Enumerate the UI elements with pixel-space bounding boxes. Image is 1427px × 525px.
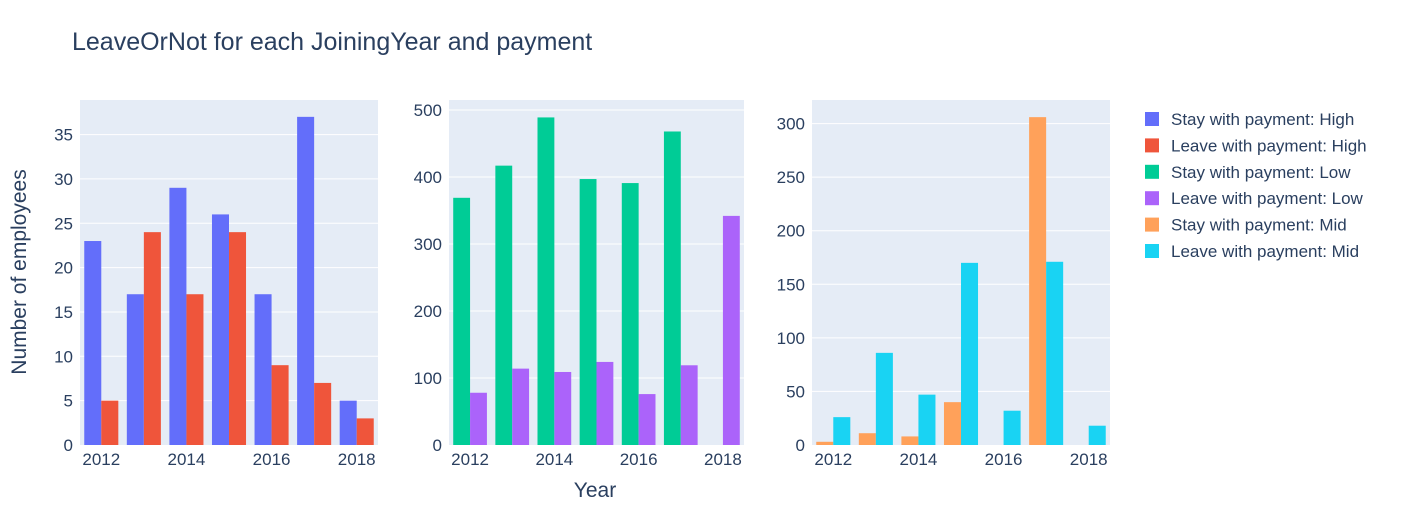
y-tick-label: 0 [433,436,442,455]
bar [297,116,315,446]
x-tick-label: 2014 [900,450,938,469]
bar [1029,117,1047,446]
bar [663,131,681,445]
x-tick-label: 2018 [1070,450,1108,469]
bar [918,394,936,445]
chart-title: LeaveOrNot for each JoiningYear and paym… [72,28,592,56]
bar [143,232,161,445]
y-tick-label: 50 [786,382,805,401]
legend-label: Leave with payment: High [1171,136,1367,155]
legend-item[interactable]: Leave with payment: High [1145,136,1367,155]
legend-item[interactable]: Leave with payment: Mid [1145,242,1359,261]
x-tick-label: 2014 [535,450,573,469]
y-tick-label: 200 [777,222,805,241]
subplots: 0 5 10 15 20 25 30 35 2012 2014 2016 2018 0 100 200 300… [54,100,1110,469]
bar [722,215,740,445]
bar [271,365,289,445]
bar [1003,410,1021,445]
x-tick-label: 2016 [985,450,1023,469]
y-tick-label: 30 [54,170,73,189]
y-tick-label: 100 [414,369,442,388]
bar [101,400,119,445]
y-tick-label: 300 [414,235,442,254]
legend-item[interactable]: Stay with payment: Low [1145,163,1351,182]
bar [901,436,919,445]
bar [84,241,102,445]
legend-swatch [1145,138,1159,153]
legend: Stay with payment: High Leave with paymen… [1145,110,1367,261]
legend-swatch [1145,164,1159,179]
y-axis-title: Number of employees [8,169,31,374]
subplot-2: 0 100 200 300 400 500 2012 2014 2016 2018 [414,100,744,469]
bar [943,402,961,445]
subplot-1: 0 5 10 15 20 25 30 35 2012 2014 2016 2018 [54,100,378,469]
bar [186,294,204,445]
y-tick-label: 100 [777,329,805,348]
y-tick-label: 35 [54,126,73,145]
bar [554,371,572,445]
y-tick-label: 10 [54,347,73,366]
x-tick-label: 2012 [451,450,489,469]
y-tick-label: 200 [414,302,442,321]
legend-swatch [1145,191,1159,206]
bar [211,214,229,445]
legend-label: Stay with payment: High [1171,110,1354,129]
y-tick-label: 150 [777,275,805,294]
x-tick-label: 2016 [620,450,658,469]
legend-label: Leave with payment: Low [1171,189,1364,208]
bar [1046,261,1064,445]
bar [579,179,597,446]
x-axis-title: Year [574,479,616,502]
bar [229,232,247,445]
y-tick-label: 25 [54,214,73,233]
y-tick-label: 5 [64,392,73,411]
y-tick-label: 15 [54,303,73,322]
legend-swatch [1145,112,1159,126]
y-tick-label: 0 [796,436,805,455]
subplot-3: 0 50 100 150 200 250 300 2012 2014 2016 2018 [777,100,1110,469]
bar [169,187,187,445]
x-tick-label: 2014 [168,450,206,469]
x-tick-label: 2016 [253,450,291,469]
bar [356,418,374,445]
y-tick-label: 250 [777,168,805,187]
bar [254,294,272,445]
bar [596,361,614,445]
legend-swatch [1145,217,1159,232]
legend-label: Stay with payment: Mid [1171,216,1347,235]
bar [833,417,851,445]
bar [314,382,332,445]
bar [470,392,487,445]
legend-item[interactable]: Stay with payment: High [1145,110,1354,129]
bar [816,441,834,445]
y-tick-label: 0 [64,436,73,455]
bar [495,165,513,445]
bar [512,368,530,445]
bar [680,365,698,445]
legend-swatch [1145,244,1159,258]
x-tick-label: 2012 [82,450,120,469]
legend-label: Stay with payment: Low [1171,163,1351,182]
y-tick-label: 300 [777,115,805,134]
bar [961,262,979,445]
bar [858,433,876,445]
legend-label: Leave with payment: Mid [1171,242,1359,261]
bar [638,394,656,445]
y-tick-label: 400 [414,168,442,187]
legend-item[interactable]: Leave with payment: Low [1145,189,1364,208]
y-tick-label: 20 [54,259,73,278]
x-tick-label: 2018 [704,450,742,469]
bar [1088,425,1106,445]
y-tick-label: 500 [414,101,442,120]
legend-item[interactable]: Stay with payment: Mid [1145,216,1347,235]
x-tick-label: 2018 [338,450,376,469]
bar [453,197,471,445]
x-tick-label: 2012 [814,450,852,469]
bar [126,294,144,445]
bar [339,400,357,445]
bar [537,117,555,445]
bar [875,352,893,445]
bar [621,183,639,445]
